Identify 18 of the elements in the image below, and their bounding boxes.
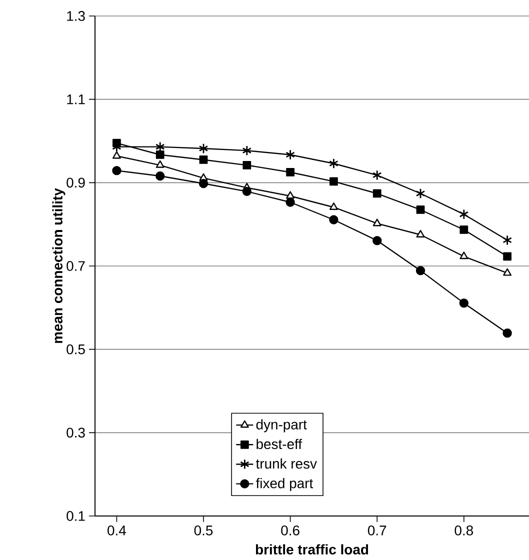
legend-label: best-eff <box>256 438 302 450</box>
y-tick-label: 0.7 <box>66 261 85 271</box>
y-tick-label: 0.3 <box>66 428 85 438</box>
y-axis-title: mean connection utility <box>52 188 66 343</box>
y-tick-label: 1.1 <box>67 94 85 104</box>
y-tick-label: 0.9 <box>66 178 85 188</box>
y-tick-label: 1.3 <box>67 11 85 21</box>
x-axis-title: brittle traffic load <box>256 544 368 554</box>
legend-label: trunk resv <box>256 458 317 469</box>
y-tick-label: 0.1 <box>66 511 85 521</box>
y-tick-label: 0.5 <box>66 344 85 354</box>
legend-label: fixed part <box>256 478 314 492</box>
x-tick-label: 0.8 <box>454 526 473 536</box>
x-tick-label: 0.7 <box>368 526 386 536</box>
legend-label: dyn-part <box>256 419 307 432</box>
x-tick-label: 0.4 <box>108 526 126 536</box>
x-tick-label: 0.6 <box>281 526 300 536</box>
x-tick-label: 0.5 <box>194 526 213 536</box>
